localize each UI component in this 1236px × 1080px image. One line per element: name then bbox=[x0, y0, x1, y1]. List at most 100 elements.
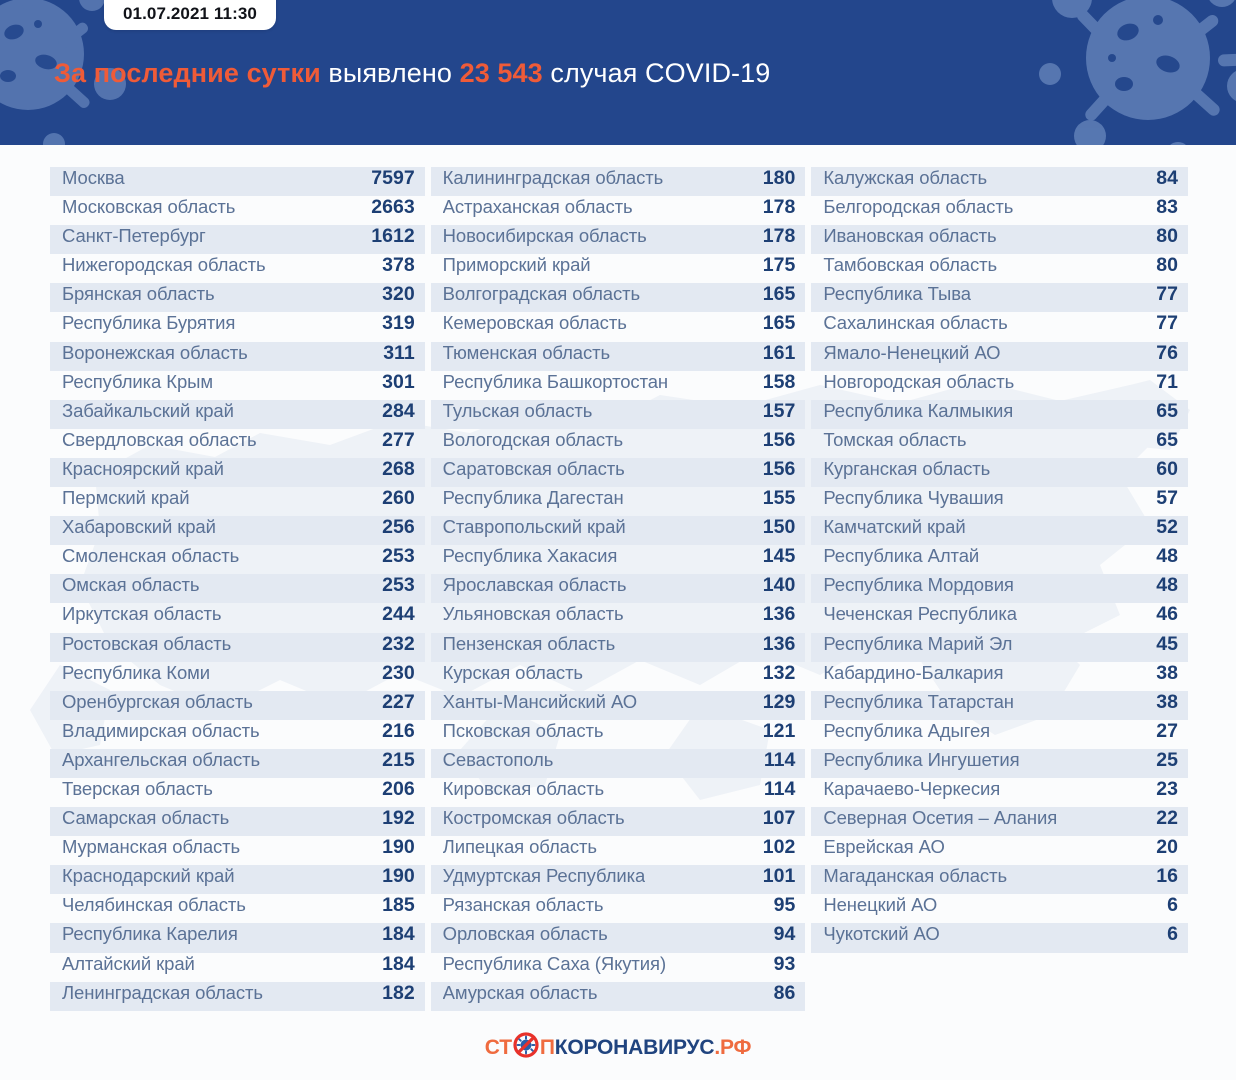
region-name: Чеченская Республика bbox=[823, 603, 1017, 625]
table-row: Псковская область 121 bbox=[431, 720, 806, 749]
region-name: Омская область bbox=[62, 574, 200, 596]
region-case-count: 161 bbox=[762, 341, 796, 364]
region-case-count: 25 bbox=[1156, 748, 1178, 771]
region-name: Приморский край bbox=[442, 254, 591, 276]
region-case-count: 93 bbox=[773, 952, 796, 975]
region-case-count: 175 bbox=[762, 254, 796, 277]
region-name: Республика Ингушетия bbox=[823, 748, 1020, 770]
table-row: Тюменская область 161 bbox=[430, 341, 806, 371]
region-name: Архангельская область bbox=[62, 748, 261, 770]
region-name: Ивановская область bbox=[823, 225, 997, 247]
region-case-count: 76 bbox=[1156, 341, 1178, 364]
region-case-count: 190 bbox=[382, 836, 415, 859]
region-case-count: 57 bbox=[1156, 487, 1178, 510]
table-row: Северная Осетия – Алания 22 bbox=[811, 807, 1188, 837]
table-row: Чеченская Республика 46 bbox=[811, 603, 1188, 632]
table-row: Нижегородская область 378 bbox=[50, 254, 425, 283]
region-case-count: 46 bbox=[1156, 603, 1178, 626]
region-name: Белгородская область bbox=[823, 196, 1014, 218]
table-row: Карачаево-Черкесия 23 bbox=[811, 778, 1188, 807]
region-case-count: 156 bbox=[762, 428, 796, 451]
region-name: Тверская область bbox=[62, 777, 213, 799]
table-row: Чукотский АО 6 bbox=[811, 923, 1188, 953]
table-row: Забайкальский край 284 bbox=[50, 399, 425, 429]
region-name: Свердловская область bbox=[62, 428, 257, 450]
region-name: Республика Калмыкия bbox=[823, 399, 1014, 421]
region-name: Республика Адыгея bbox=[823, 719, 991, 741]
region-case-count: 182 bbox=[382, 981, 415, 1004]
region-case-count: 215 bbox=[382, 748, 415, 771]
table-row: Республика Крым 301 bbox=[50, 371, 425, 400]
region-name: Смоленская область bbox=[62, 545, 240, 567]
region-name: Вологодская область bbox=[442, 428, 623, 450]
table-row: Республика Калмыкия 65 bbox=[811, 399, 1188, 429]
region-name: Республика Марий Эл bbox=[823, 632, 1013, 654]
table-row: Республика Татарстан 38 bbox=[811, 690, 1188, 720]
date-badge: 01.07.2021 11:30 bbox=[104, 0, 276, 30]
region-name: Томская область bbox=[823, 428, 967, 450]
region-name: Чукотский АО bbox=[823, 923, 940, 945]
region-case-count: 23 bbox=[1156, 777, 1178, 800]
region-name: Ханты-Мансийский АО bbox=[442, 690, 638, 712]
region-name: Брянская область bbox=[62, 283, 215, 305]
table-row: Севастополь 114 bbox=[430, 748, 806, 778]
region-case-count: 185 bbox=[382, 894, 415, 917]
region-name: Тюменская область bbox=[442, 341, 611, 363]
region-case-count: 301 bbox=[382, 370, 415, 393]
region-name: Ульяновская область bbox=[442, 603, 624, 625]
region-case-count: 320 bbox=[382, 283, 415, 306]
region-case-count: 95 bbox=[773, 894, 796, 917]
region-case-count: 48 bbox=[1156, 545, 1178, 568]
table-row: Ханты-Мансийский АО 129 bbox=[430, 690, 806, 720]
region-case-count: 150 bbox=[762, 516, 796, 539]
table-row: Белгородская область 83 bbox=[811, 196, 1188, 225]
region-case-count: 65 bbox=[1156, 428, 1178, 451]
region-name: Калужская область bbox=[823, 167, 988, 188]
region-name: Ненецкий АО bbox=[823, 894, 938, 916]
table-row: Ярославская область 140 bbox=[430, 574, 806, 604]
region-name: Хабаровский край bbox=[62, 516, 216, 538]
region-case-count: 80 bbox=[1156, 225, 1178, 248]
stopcoronavirus-logo[interactable]: СТ bbox=[485, 1032, 751, 1064]
region-case-count: 101 bbox=[762, 865, 796, 888]
region-case-count: 277 bbox=[382, 428, 415, 451]
region-name: Воронежская область bbox=[62, 341, 248, 363]
region-name: Ярославская область bbox=[442, 574, 627, 596]
table-row: Смоленская область 253 bbox=[50, 545, 425, 574]
region-case-count: 311 bbox=[383, 341, 415, 364]
table-row: Республика Ингушетия 25 bbox=[811, 748, 1188, 778]
region-case-count: 157 bbox=[762, 399, 796, 422]
region-name: Красноярский край bbox=[62, 457, 224, 479]
region-case-count: 52 bbox=[1156, 516, 1178, 539]
region-name: Челябинская область bbox=[62, 894, 246, 916]
region-name: Саратовская область bbox=[442, 457, 625, 479]
region-case-count: 260 bbox=[382, 487, 415, 510]
date-badge-text: 01.07.2021 11:30 bbox=[123, 4, 257, 23]
table-row: Республика Тыва 77 bbox=[811, 283, 1188, 313]
region-case-count: 256 bbox=[382, 516, 415, 539]
region-name: Алтайский край bbox=[62, 952, 195, 974]
table-row: Еврейская АО 20 bbox=[811, 836, 1188, 865]
table-row: Ульяновская область 136 bbox=[431, 603, 806, 632]
region-name: Ростовская область bbox=[62, 632, 232, 654]
region-case-count: 178 bbox=[762, 225, 796, 248]
region-name: Новосибирская область bbox=[442, 225, 647, 247]
table-row: Республика Хакасия 145 bbox=[431, 545, 806, 574]
region-name: Псковская область bbox=[442, 719, 604, 741]
region-case-count: 232 bbox=[382, 632, 415, 655]
table-row: Липецкая область 102 bbox=[431, 836, 806, 865]
virus-decoration-right bbox=[1039, 0, 1236, 145]
table-row: Краснодарский край 190 bbox=[50, 865, 425, 895]
regions-table: Москва 7597 Московская область 2663 Санкт-Пе… bbox=[0, 145, 1236, 1011]
region-case-count: 216 bbox=[382, 719, 415, 742]
region-case-count: 114 bbox=[763, 777, 796, 800]
region-name: Краснодарский край bbox=[62, 865, 235, 887]
table-row: Хабаровский край 256 bbox=[50, 516, 425, 546]
table-row: Камчатский край 52 bbox=[811, 516, 1188, 546]
region-case-count: 7597 bbox=[371, 167, 415, 189]
table-row: Костромская область 107 bbox=[430, 807, 806, 837]
table-row: Ненецкий АО 6 bbox=[811, 894, 1188, 923]
headline-suffix: случая COVID-19 bbox=[550, 58, 771, 88]
region-name: Ленинградская область bbox=[62, 981, 263, 1003]
region-case-count: 6 bbox=[1167, 923, 1178, 946]
